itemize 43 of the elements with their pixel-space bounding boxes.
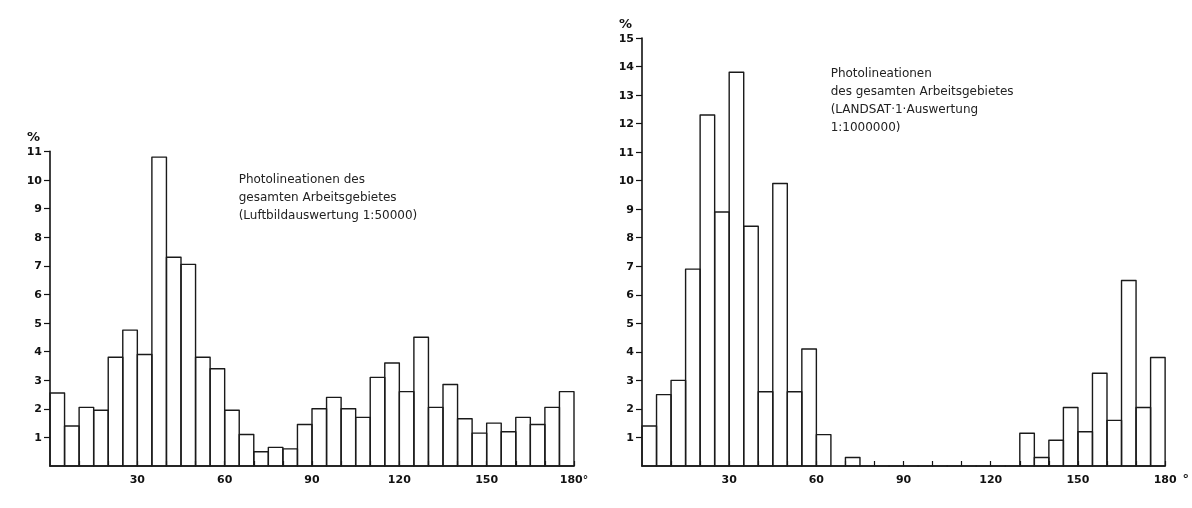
x-tick-label: 150 <box>475 473 499 486</box>
y-tick-label: 4 <box>34 345 43 359</box>
x-tick-label: 120 <box>979 473 1003 486</box>
y-axis-title: % <box>618 16 632 31</box>
y-axis-title: % <box>26 129 40 145</box>
y-tick-label: 2 <box>34 402 42 416</box>
y-tick-label: 5 <box>34 316 42 330</box>
x-tick-label: 180° <box>559 473 589 486</box>
x-tick-label: 180 <box>1153 473 1177 486</box>
y-tick-label: 9 <box>34 202 42 216</box>
x-tick-label: 90 <box>304 473 320 486</box>
y-tick-label: 9 <box>626 202 634 216</box>
y-tick-label: 7 <box>626 259 634 273</box>
y-tick-label: 8 <box>34 230 42 244</box>
y-tick-label: 11 <box>26 144 42 158</box>
x-tick-label: 150 <box>1066 473 1090 486</box>
y-tick-label: 10 <box>26 173 43 187</box>
y-tick-label: 12 <box>618 117 634 131</box>
y-tick-label: 4 <box>626 345 635 359</box>
annotation: Photolineationen des gesamten Arbeitsgebietes (LANDSAT·1·Auswertung 1:1000000) <box>830 65 1014 134</box>
y-tick-label: 1 <box>34 430 42 444</box>
y-tick-label: 5 <box>626 316 634 330</box>
y-tick-label: 7 <box>34 259 42 273</box>
y-tick-label: 14 <box>618 60 635 74</box>
y-tick-label: 1 <box>626 430 634 444</box>
y-tick-label: 3 <box>626 373 634 387</box>
y-tick-label: 8 <box>626 231 634 245</box>
x-axis-title: ° <box>1182 471 1189 486</box>
y-tick-label: 13 <box>618 88 634 102</box>
y-tick-label: 2 <box>626 402 634 416</box>
y-tick-label: 11 <box>618 145 634 159</box>
x-tick-label: 30 <box>721 473 738 486</box>
y-tick-label: 3 <box>34 373 42 387</box>
y-tick-label: 6 <box>626 288 635 302</box>
x-tick-label: 120 <box>387 473 412 486</box>
y-tick-label: 10 <box>618 174 635 188</box>
x-tick-label: 60 <box>217 473 233 486</box>
x-tick-label: 90 <box>895 473 912 486</box>
x-tick-label: 60 <box>808 473 825 486</box>
x-tick-label: 30 <box>129 473 146 486</box>
annotation: Photolineationen des gesamten Arbeitsgebietes (Luftbildauswertung 1:50000) <box>238 172 418 223</box>
y-tick-label: 15 <box>618 31 634 45</box>
y-tick-label: 6 <box>34 287 43 301</box>
